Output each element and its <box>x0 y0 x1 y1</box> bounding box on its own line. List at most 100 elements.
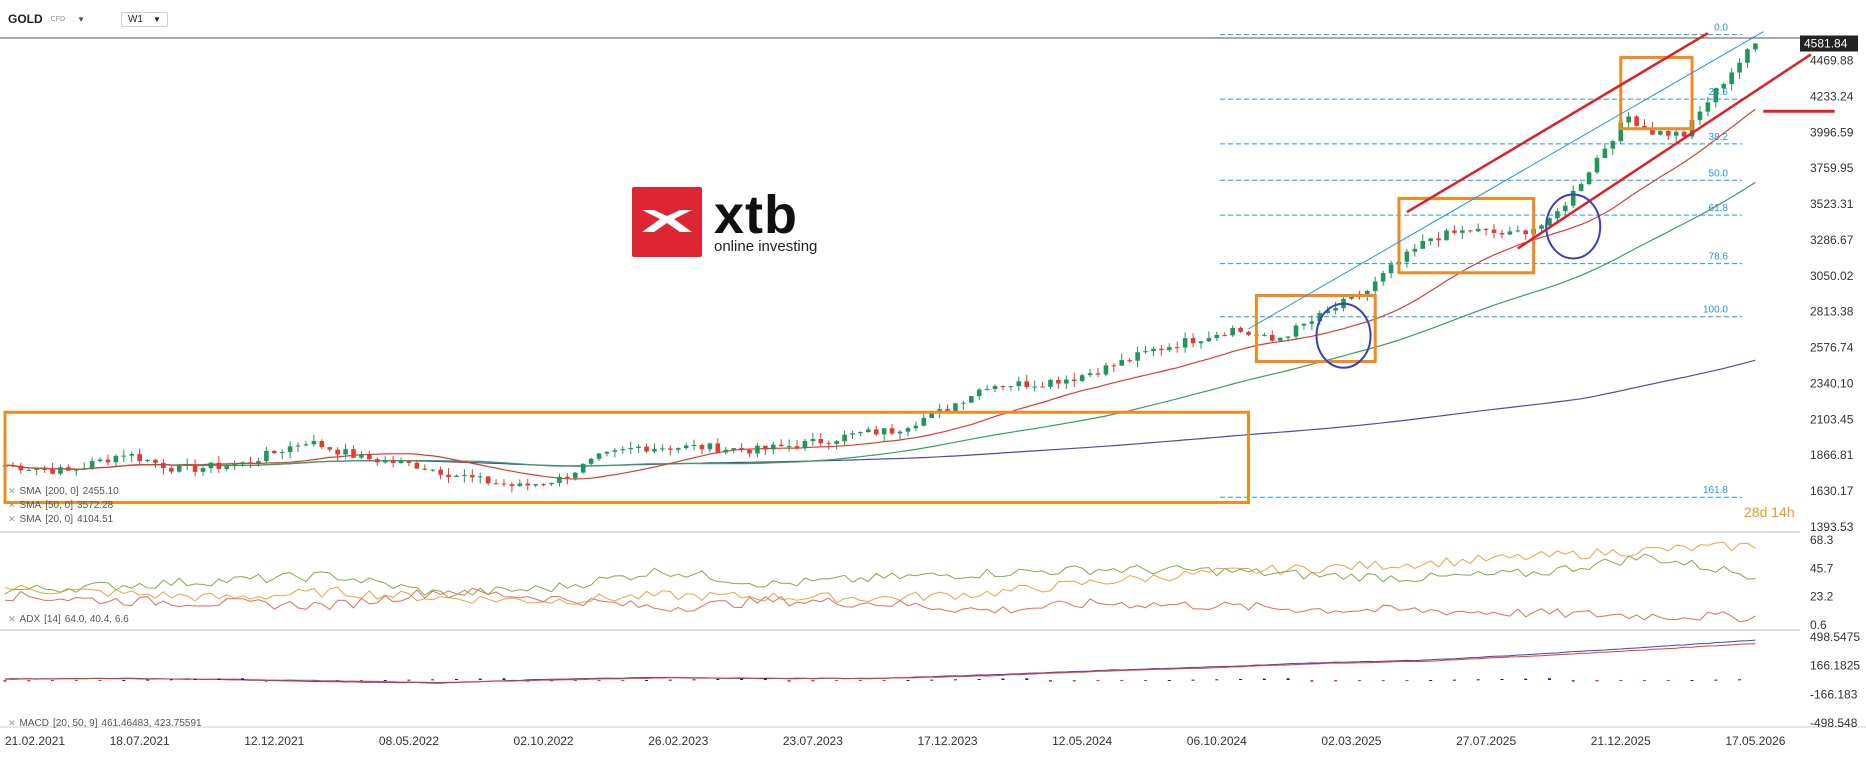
candle-body <box>1475 228 1481 232</box>
timeframe-select[interactable]: W1 ▼ <box>120 11 168 27</box>
fib-level-label: 50.0 <box>1709 168 1729 179</box>
candle-body <box>374 459 380 463</box>
macd-histogram-bar <box>1215 679 1219 681</box>
candle-body <box>1372 281 1378 291</box>
date-tick-label: 12.05.2024 <box>1052 734 1112 748</box>
candle-body <box>1467 230 1473 232</box>
macd-histogram-bar <box>1120 680 1124 681</box>
macd-histogram-bar <box>407 679 411 681</box>
candle-body <box>858 432 863 434</box>
candle-body <box>1214 334 1220 339</box>
date-tick-label: 08.05.2022 <box>379 734 439 748</box>
macd-histogram-bar <box>526 680 530 682</box>
date-tick-label: 17.05.2026 <box>1725 734 1785 748</box>
macd-histogram-bar <box>383 680 387 681</box>
candle-body <box>1087 373 1093 376</box>
candle-body <box>1127 360 1132 362</box>
candle-body <box>1174 347 1180 349</box>
candle-body <box>921 418 927 426</box>
candle-body <box>1428 238 1433 241</box>
candle-body <box>1262 334 1267 336</box>
fib-level-label: 61.8 <box>1709 203 1729 214</box>
candle-body <box>1190 338 1196 344</box>
candle-body <box>10 465 16 467</box>
candle-body <box>533 484 538 486</box>
symbol-dropdown-icon[interactable]: ▼ <box>77 14 85 24</box>
candle-body <box>976 389 982 397</box>
candle-body <box>1404 251 1410 262</box>
candle-body <box>422 468 428 470</box>
candle-body <box>873 429 879 435</box>
candle-body <box>612 450 618 452</box>
candle-body <box>1135 352 1140 361</box>
candle-body <box>1555 211 1560 219</box>
candle-body <box>810 439 816 442</box>
highlight-circle <box>1545 193 1602 260</box>
legend-sma-20[interactable]: ✕ SMA [20, 0] 4104.51 <box>8 514 114 525</box>
macd-histogram-bar <box>1500 678 1504 680</box>
candle-body <box>1539 225 1544 229</box>
fib-level-label: 78.6 <box>1709 252 1729 263</box>
candle-body <box>256 461 261 463</box>
symbol-label[interactable]: GOLD <box>8 12 43 26</box>
fib-level-label: 23.6 <box>1709 87 1729 98</box>
candle-body <box>1594 158 1600 173</box>
candle-body <box>113 455 119 463</box>
macd-histogram-bar <box>1096 680 1100 682</box>
fib-level-label: 100.0 <box>1703 305 1728 316</box>
close-icon[interactable]: ✕ <box>8 500 16 510</box>
macd-histogram-bar <box>3 680 7 682</box>
candle-body <box>1412 248 1418 252</box>
legend-adx[interactable]: ✕ ADX [14] 64.0, 40.4, 6.6 <box>8 614 129 625</box>
close-icon[interactable]: ✕ <box>8 486 16 496</box>
legend-sma-200[interactable]: ✕ SMA [200, 0] 2455.10 <box>8 486 119 497</box>
candle-body <box>715 443 721 453</box>
candle-body <box>1301 323 1307 326</box>
candle-body <box>668 448 673 450</box>
candle-body <box>1705 102 1711 112</box>
price-tick-label: 4233.24 <box>1810 89 1854 103</box>
candle-body <box>1151 348 1156 352</box>
channel-lower-line <box>1517 53 1812 250</box>
candle-body <box>224 466 230 469</box>
candle-body <box>390 460 396 464</box>
candle-body <box>295 445 301 447</box>
candle-body <box>240 462 245 465</box>
candle-body <box>842 434 847 442</box>
candle-body <box>770 444 776 450</box>
macd-histogram-bar <box>1262 678 1266 680</box>
price-tick-label: 1393.53 <box>1810 520 1854 534</box>
date-tick-label: 26.02.2023 <box>648 734 708 748</box>
close-icon[interactable]: ✕ <box>8 614 16 624</box>
macd-histogram-bar <box>1025 678 1029 680</box>
price-tick-label: 3523.31 <box>1810 197 1854 211</box>
candle-body <box>398 460 404 464</box>
date-tick-label: 02.03.2025 <box>1321 734 1381 748</box>
consolidation-box <box>1397 196 1536 275</box>
candle-body <box>66 467 71 471</box>
candle-body <box>26 469 32 471</box>
candle-body <box>1182 338 1188 348</box>
candle-body <box>834 441 839 444</box>
macd-histogram-bar <box>1405 680 1409 681</box>
candle-body <box>1681 131 1687 137</box>
candle-body <box>50 469 55 474</box>
legend-macd[interactable]: ✕ MACD [20, 50, 9] 461.46483, 423.75591 <box>8 718 202 729</box>
candle-body <box>1024 381 1030 388</box>
macd-histogram-bar <box>692 679 696 681</box>
candle-body <box>968 396 974 403</box>
legend-sma-50[interactable]: ✕ SMA [50, 0] 3572.28 <box>8 500 114 511</box>
candle-countdown: 28d 14h <box>1744 504 1795 520</box>
macd-histogram-bar <box>787 680 791 682</box>
candle-body <box>501 483 507 485</box>
candle-body <box>984 388 990 390</box>
close-icon[interactable]: ✕ <box>8 514 16 524</box>
candle-body <box>897 431 903 434</box>
candle-body <box>279 452 285 454</box>
candle-body <box>1238 327 1243 332</box>
candle-body <box>1618 122 1624 142</box>
close-icon[interactable]: ✕ <box>8 718 16 728</box>
macd-histogram-bar <box>217 678 221 680</box>
candle-body <box>596 453 602 459</box>
